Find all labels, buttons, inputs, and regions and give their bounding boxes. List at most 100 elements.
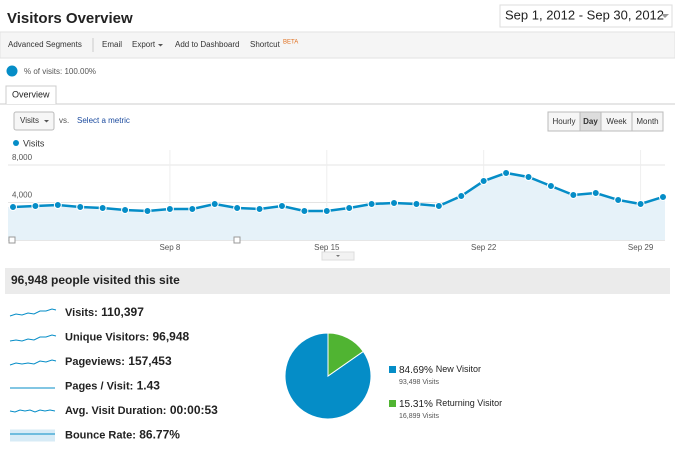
sparkline bbox=[9, 308, 57, 317]
vs-label: vs. bbox=[59, 116, 69, 125]
metric-value: 1.43 bbox=[137, 379, 161, 393]
point bbox=[636, 200, 645, 208]
legend-swatch bbox=[389, 400, 396, 407]
pie-value-label: 15.31% bbox=[399, 399, 433, 410]
metric-label: Avg. Visit Duration: bbox=[65, 405, 166, 417]
date-picker[interactable] bbox=[499, 4, 673, 28]
point bbox=[277, 201, 286, 210]
toolbar bbox=[0, 31, 675, 59]
area bbox=[8, 172, 665, 240]
select-metric[interactable]: Select a metric bbox=[77, 116, 130, 125]
toolbar-item[interactable]: Add to Dashboard bbox=[175, 40, 240, 49]
x-tick-label: Sep 29 bbox=[628, 243, 654, 252]
y-tick-label: 8,000 bbox=[12, 153, 33, 162]
point bbox=[546, 182, 555, 190]
point bbox=[345, 204, 354, 213]
point bbox=[53, 201, 62, 210]
granularity-label: Month bbox=[636, 117, 658, 126]
x-tick-label: Sep 22 bbox=[471, 243, 497, 252]
metric-label: Pages / Visit: bbox=[65, 380, 133, 392]
handle-arrow bbox=[336, 255, 340, 257]
point bbox=[390, 198, 399, 207]
metric: Bounce Rate: 86.77% bbox=[65, 428, 180, 442]
date-arrow bbox=[661, 14, 669, 18]
metric-value: 86.77% bbox=[139, 428, 180, 442]
legend-label: 84.69% New Visitor bbox=[399, 364, 481, 375]
sparkline bbox=[9, 359, 57, 366]
metric: Visits: 110,397 bbox=[65, 305, 144, 319]
pie-category: Returning Visitor bbox=[436, 398, 502, 408]
point bbox=[479, 177, 488, 186]
legend-label: 15.31% Returning Visitor bbox=[399, 398, 502, 409]
pie-chart: 84.69% New Visitor 93,498 Visits 15.31% Re… bbox=[284, 332, 502, 420]
point bbox=[502, 168, 511, 177]
summary-headline: 96,948 people visited this site bbox=[11, 273, 180, 287]
metric: Pages / Visit: 1.43 bbox=[65, 379, 160, 393]
legend-count: 16,899 Visits bbox=[399, 413, 439, 420]
dropdown-arrow bbox=[158, 44, 163, 47]
beta-badge: BETA bbox=[283, 40, 298, 46]
sparkline bbox=[9, 409, 56, 413]
metric-label: Bounce Rate: bbox=[65, 429, 136, 441]
pie-value-label: 84.69% bbox=[399, 365, 433, 376]
point bbox=[367, 200, 376, 208]
granularity-label: Hourly bbox=[552, 117, 575, 126]
metric: Unique Visitors: 96,948 bbox=[65, 330, 190, 344]
toolbar-item[interactable]: Shortcut bbox=[250, 40, 281, 49]
point bbox=[143, 207, 152, 216]
point bbox=[457, 192, 466, 201]
legend-marker bbox=[13, 140, 19, 146]
legend-count: 93,498 Visits bbox=[399, 379, 439, 386]
granularity-label: Day bbox=[583, 117, 598, 126]
metric-select[interactable] bbox=[13, 111, 55, 131]
metric-value: 110,397 bbox=[101, 305, 144, 319]
metric: Pageviews: 157,453 bbox=[65, 354, 172, 368]
summary-bar bbox=[5, 268, 670, 294]
pie-slice bbox=[327, 332, 364, 377]
legend-swatch bbox=[389, 366, 396, 373]
line-chart: 4,000 8,000 Sep 8 Sep 15 Sep 22 Sep 29 Visits bbox=[8, 138, 667, 252]
tab[interactable] bbox=[5, 85, 57, 104]
point bbox=[233, 204, 242, 213]
metric-value: 96,948 bbox=[153, 330, 190, 344]
granularity-button[interactable] bbox=[631, 111, 664, 132]
point bbox=[569, 191, 578, 199]
point bbox=[255, 204, 264, 213]
y-tick-label: 4,000 bbox=[12, 191, 33, 200]
x-tick-label: Sep 15 bbox=[314, 243, 340, 252]
point bbox=[31, 201, 40, 210]
segment-label: % of visits: 100.00% bbox=[24, 67, 96, 76]
metric-value: 157,453 bbox=[128, 354, 172, 368]
point bbox=[76, 203, 85, 211]
point bbox=[188, 204, 197, 213]
metric-value: 00:00:53 bbox=[170, 403, 218, 417]
point bbox=[165, 204, 174, 213]
toolbar-item[interactable]: Export bbox=[132, 40, 156, 49]
point bbox=[9, 203, 17, 211]
metric-label: Visits: bbox=[65, 307, 98, 319]
metric-label: Visits bbox=[20, 116, 39, 125]
annotation-marker bbox=[233, 236, 241, 244]
pie-category: New Visitor bbox=[436, 364, 481, 374]
dropdown-arrow bbox=[44, 120, 49, 123]
toolbar-item[interactable]: Advanced Segments bbox=[8, 40, 82, 49]
sparkline-area bbox=[10, 429, 55, 442]
page-title: Visitors Overview bbox=[7, 10, 133, 27]
date-range: Sep 1, 2012 - Sep 30, 2012 bbox=[505, 7, 664, 22]
x-tick-label: Sep 8 bbox=[159, 243, 180, 252]
point bbox=[614, 195, 623, 204]
granularity-label: Week bbox=[606, 117, 627, 126]
metric-label: Pageviews: bbox=[65, 356, 125, 368]
point bbox=[300, 207, 309, 216]
point bbox=[322, 207, 331, 216]
point bbox=[659, 192, 667, 201]
tab-label: Overview bbox=[12, 89, 50, 99]
point bbox=[591, 189, 600, 198]
metric-label: Unique Visitors: bbox=[65, 331, 149, 343]
point bbox=[524, 173, 533, 181]
segment-icon bbox=[6, 65, 18, 77]
metrics: Visits: 110,397 Unique Visitors: 96,948 Pa… bbox=[9, 305, 218, 442]
toolbar-item[interactable]: Email bbox=[102, 40, 122, 49]
point bbox=[434, 201, 443, 210]
